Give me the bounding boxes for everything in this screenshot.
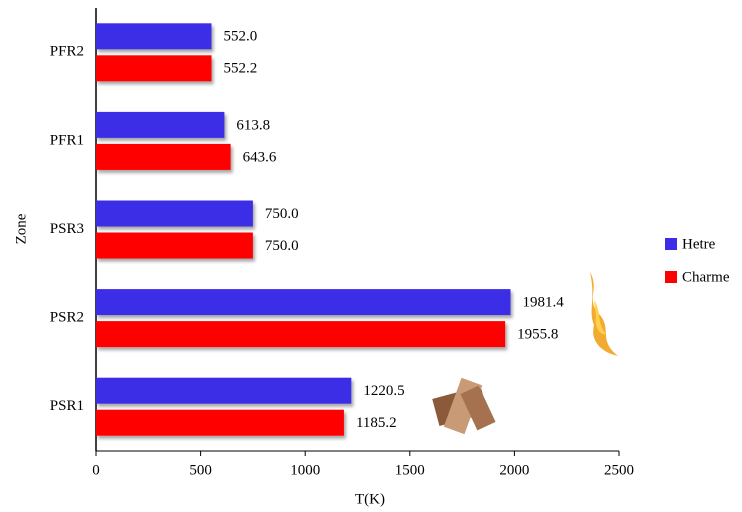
bar bbox=[96, 321, 506, 348]
x-tick-label: 1500 bbox=[395, 462, 425, 478]
legend-swatch bbox=[665, 271, 677, 283]
y-tick-label: PSR1 bbox=[50, 398, 84, 414]
x-tick-label: 0 bbox=[92, 462, 100, 478]
y-tick-label: PFR1 bbox=[50, 132, 84, 148]
bar bbox=[96, 23, 212, 50]
x-tick-label: 2000 bbox=[499, 462, 529, 478]
data-label: 613.8 bbox=[236, 117, 270, 133]
data-label: 750.0 bbox=[265, 206, 299, 222]
y-tick-label: PSR3 bbox=[50, 221, 84, 237]
data-label: 1955.8 bbox=[517, 327, 558, 343]
legend-swatch bbox=[665, 238, 677, 250]
data-label: 643.6 bbox=[243, 149, 277, 165]
x-tick-label: 1000 bbox=[290, 462, 320, 478]
data-label: 552.2 bbox=[224, 61, 258, 77]
x-axis-title: T(K) bbox=[355, 491, 385, 507]
y-tick-label: PSR2 bbox=[50, 310, 84, 326]
data-label: 552.0 bbox=[223, 29, 257, 45]
x-tick-label: 500 bbox=[189, 462, 212, 478]
bar bbox=[96, 232, 253, 259]
legend-label: Charme bbox=[682, 269, 730, 285]
bar bbox=[96, 377, 352, 404]
bar bbox=[96, 200, 253, 227]
y-tick-label: PFR2 bbox=[50, 44, 84, 60]
flame-decoration bbox=[590, 272, 618, 356]
bar bbox=[96, 409, 344, 436]
x-tick-label: 2500 bbox=[604, 462, 634, 478]
legend-label: Hetre bbox=[682, 236, 716, 252]
data-label: 1185.2 bbox=[356, 415, 397, 431]
data-label: 1981.4 bbox=[523, 295, 565, 311]
data-label: 1220.5 bbox=[363, 383, 404, 399]
data-label: 750.0 bbox=[265, 238, 299, 254]
bar bbox=[96, 143, 231, 170]
bar bbox=[96, 111, 225, 138]
wood-decoration bbox=[432, 377, 496, 435]
bar bbox=[96, 55, 212, 82]
bar bbox=[96, 289, 511, 316]
y-axis-title: Zone bbox=[13, 213, 29, 244]
